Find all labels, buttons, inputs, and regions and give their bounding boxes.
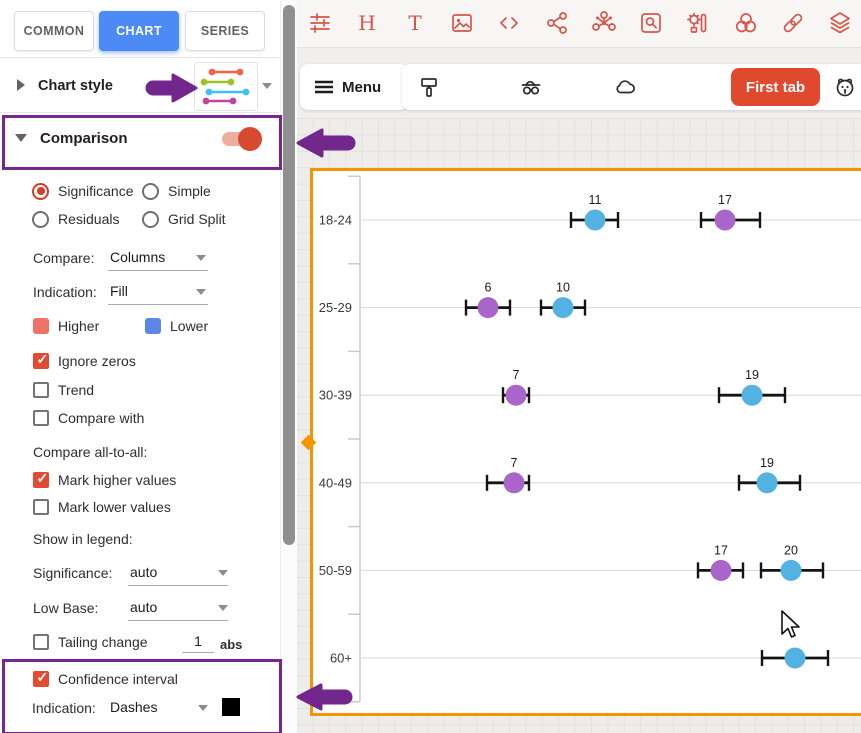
incognito-icon[interactable] — [518, 74, 544, 100]
lower-legend: Lower — [145, 316, 208, 336]
comparison-title: Comparison — [40, 130, 128, 147]
ci-indication-label: Indication: — [32, 700, 96, 716]
ci-indication-select[interactable]: Dashes — [110, 699, 158, 715]
first-tab-button[interactable]: First tab — [731, 68, 820, 106]
panel-scrollbar-thumb[interactable] — [283, 5, 295, 545]
first-tab-label: First tab — [745, 78, 806, 96]
compare-label: Compare: — [33, 250, 95, 266]
chart-style-caret[interactable] — [262, 83, 272, 89]
checkbox-tailing-change[interactable]: Tailing change — [33, 632, 148, 652]
checkbox-compare-with[interactable]: Compare with — [33, 408, 144, 428]
tailing-value-input[interactable]: 1 — [194, 633, 202, 649]
checkbox-trend[interactable]: Trend — [33, 380, 94, 400]
search-box-icon[interactable] — [638, 10, 664, 36]
radio-significance[interactable]: Significance — [32, 181, 134, 201]
dot-plot-style-icon — [200, 68, 250, 105]
radio-residuals[interactable]: Residuals — [32, 209, 119, 229]
significance-label: Significance: — [33, 565, 113, 581]
tab-chart[interactable]: CHART — [99, 11, 179, 51]
low-base-caret[interactable] — [218, 605, 228, 611]
higher-legend: Higher — [33, 316, 99, 336]
layers-icon[interactable] — [827, 10, 853, 36]
compare-select[interactable]: Columns — [110, 249, 166, 265]
knot-icon[interactable] — [733, 10, 759, 36]
indication-select[interactable]: Fill — [110, 283, 128, 299]
paint-roller-icon[interactable] — [417, 74, 443, 100]
all-to-all-label: Compare all-to-all: — [33, 444, 148, 460]
lower-color-swatch[interactable] — [145, 318, 161, 334]
divider — [0, 57, 279, 58]
show-in-legend-label: Show in legend: — [33, 531, 133, 547]
share-nodes-icon[interactable] — [544, 10, 570, 36]
low-base-select[interactable]: auto — [130, 599, 158, 615]
checkbox-ignore-zeros[interactable]: Ignore zeros — [33, 351, 136, 371]
ci-color-swatch[interactable] — [222, 698, 240, 716]
image-icon[interactable] — [449, 10, 475, 36]
comparison-toggle[interactable] — [218, 127, 262, 151]
hamburger-icon — [315, 80, 333, 94]
significance-caret[interactable] — [218, 570, 228, 576]
settings-chart-icon[interactable] — [685, 10, 711, 36]
menu-button[interactable]: Menu — [300, 64, 408, 110]
heading-icon[interactable]: H — [354, 10, 380, 36]
tune-icon[interactable] — [307, 10, 333, 36]
divider — [0, 112, 279, 113]
radio-simple[interactable]: Simple — [142, 181, 211, 201]
ci-indication-caret[interactable] — [198, 705, 208, 711]
chart-style-expander[interactable] — [17, 79, 25, 91]
checkbox-confidence-interval[interactable]: Confidence interval — [33, 669, 178, 689]
text-icon[interactable]: T — [402, 10, 428, 36]
low-base-label: Low Base: — [33, 600, 99, 616]
tab-common[interactable]: COMMON — [14, 11, 94, 51]
panel-scrollbar-track[interactable] — [280, 0, 297, 733]
cloud-icon[interactable] — [612, 74, 638, 100]
svg-text:T: T — [408, 11, 422, 35]
network-icon[interactable] — [591, 10, 617, 36]
code-icon[interactable] — [496, 10, 522, 36]
svg-text:H: H — [359, 11, 376, 35]
link-icon[interactable] — [780, 10, 806, 36]
tailing-abs-label: abs — [220, 637, 243, 652]
higher-color-swatch[interactable] — [33, 318, 49, 334]
comparison-expander[interactable] — [15, 134, 27, 142]
indication-caret[interactable] — [196, 289, 206, 295]
radio-grid-split[interactable]: Grid Split — [142, 209, 226, 229]
chart-style-title: Chart style — [38, 78, 113, 94]
compare-caret[interactable] — [196, 255, 206, 261]
menu-label: Menu — [342, 78, 382, 96]
indication-label: Indication: — [33, 284, 97, 300]
checkbox-mark-higher[interactable]: Mark higher values — [33, 470, 176, 490]
settings-panel: COMMON CHART SERIES Chart style Comparis… — [0, 0, 280, 733]
checkbox-mark-lower[interactable]: Mark lower values — [33, 497, 171, 517]
chart-widget[interactable] — [310, 168, 861, 716]
tab-series[interactable]: SERIES — [185, 11, 265, 51]
significance-select[interactable]: auto — [130, 564, 158, 580]
chart-style-picker[interactable] — [194, 62, 258, 111]
dog-icon[interactable] — [832, 74, 858, 100]
